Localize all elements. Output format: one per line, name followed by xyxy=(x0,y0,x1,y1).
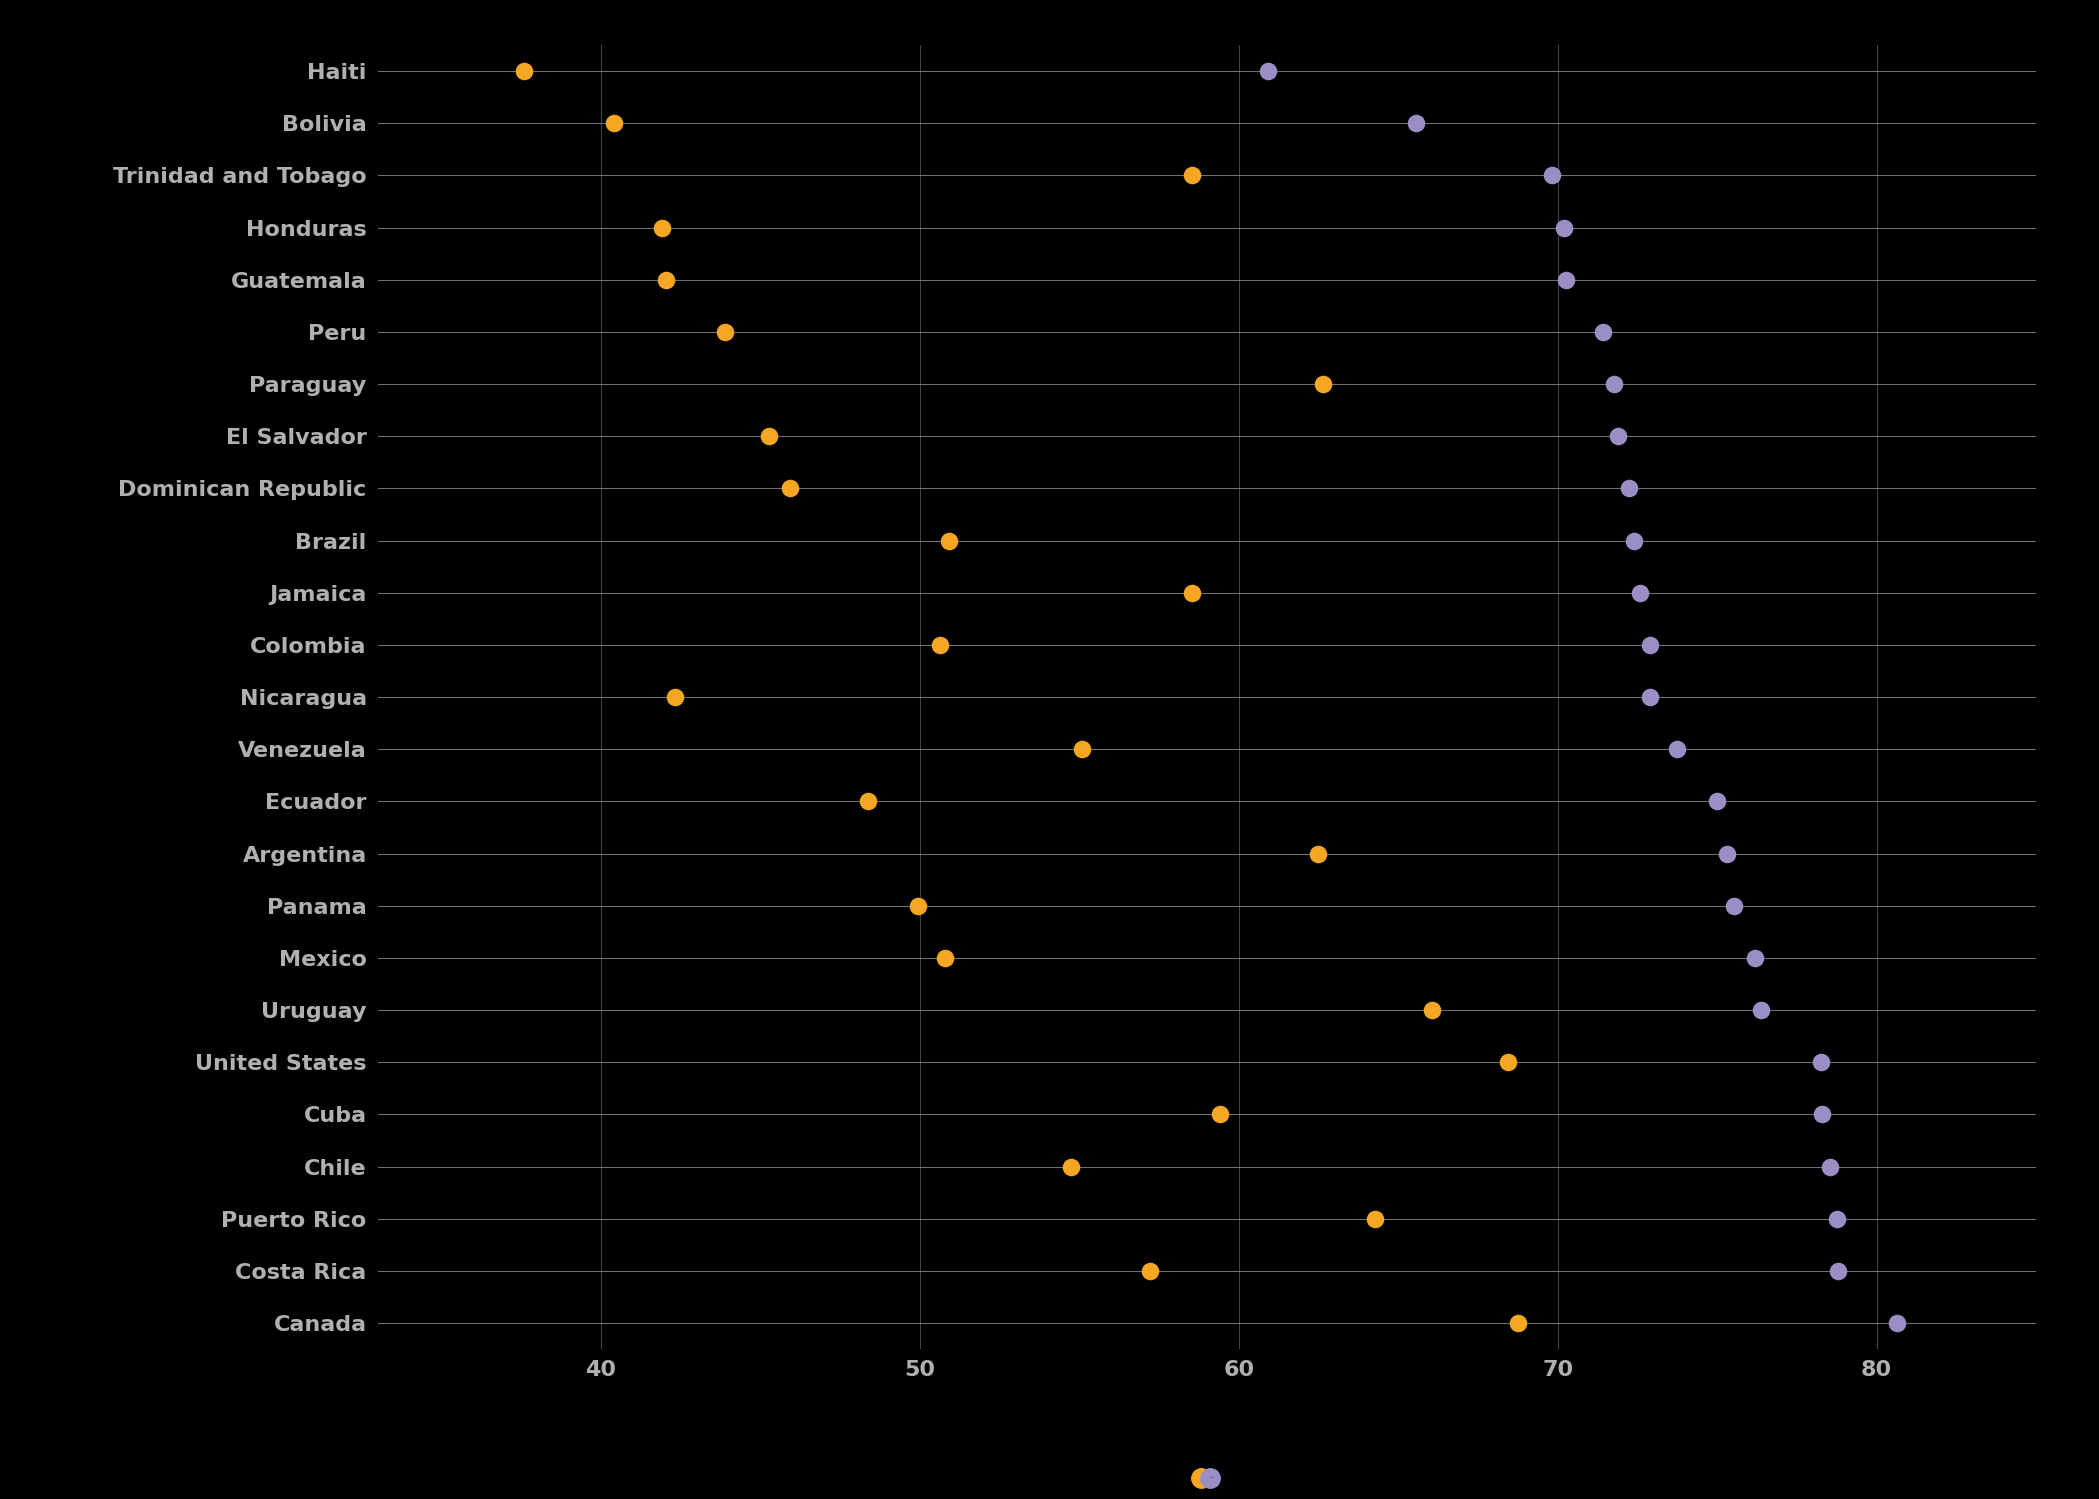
Point xyxy=(1597,372,1631,396)
Point xyxy=(751,424,785,448)
Point xyxy=(928,946,961,970)
Point xyxy=(709,319,743,343)
Point xyxy=(1623,580,1656,604)
Point xyxy=(1301,841,1335,865)
Point xyxy=(1490,1051,1524,1075)
Point xyxy=(1054,1154,1087,1178)
Point xyxy=(1175,163,1209,187)
Point xyxy=(900,893,934,917)
Point xyxy=(1633,633,1667,657)
Legend: 1952, 2007: 1952, 2007 xyxy=(1199,1477,1215,1480)
Point xyxy=(1203,1102,1236,1126)
Point xyxy=(1549,268,1583,292)
Point xyxy=(1660,738,1694,761)
Point xyxy=(1881,1312,1914,1336)
Point xyxy=(1738,946,1772,970)
Point xyxy=(1602,424,1635,448)
Point xyxy=(644,216,678,240)
Point xyxy=(1820,1207,1853,1231)
Point xyxy=(1822,1259,1856,1283)
Point xyxy=(932,529,966,553)
Point xyxy=(1711,841,1744,865)
Point xyxy=(1066,738,1100,761)
Point xyxy=(1534,163,1568,187)
Point xyxy=(850,790,884,814)
Point xyxy=(1814,1154,1847,1178)
Point xyxy=(1612,477,1646,501)
Point xyxy=(1803,1051,1837,1075)
Point xyxy=(772,477,806,501)
Point xyxy=(1175,580,1209,604)
Point xyxy=(508,58,542,82)
Point xyxy=(1358,1207,1392,1231)
Point xyxy=(1501,1312,1534,1336)
Point xyxy=(1306,372,1339,396)
Point xyxy=(1805,1102,1839,1126)
Point xyxy=(659,685,693,709)
Point xyxy=(1700,790,1734,814)
Point xyxy=(1251,58,1285,82)
Point xyxy=(649,268,682,292)
Point xyxy=(1717,893,1751,917)
Point xyxy=(1400,111,1434,135)
Point xyxy=(1415,998,1448,1022)
Point xyxy=(1616,529,1650,553)
Point xyxy=(1587,319,1620,343)
Point xyxy=(598,111,632,135)
Point xyxy=(1547,216,1581,240)
Point xyxy=(924,633,957,657)
Point xyxy=(1633,685,1667,709)
Point xyxy=(1133,1259,1167,1283)
Point xyxy=(1744,998,1778,1022)
